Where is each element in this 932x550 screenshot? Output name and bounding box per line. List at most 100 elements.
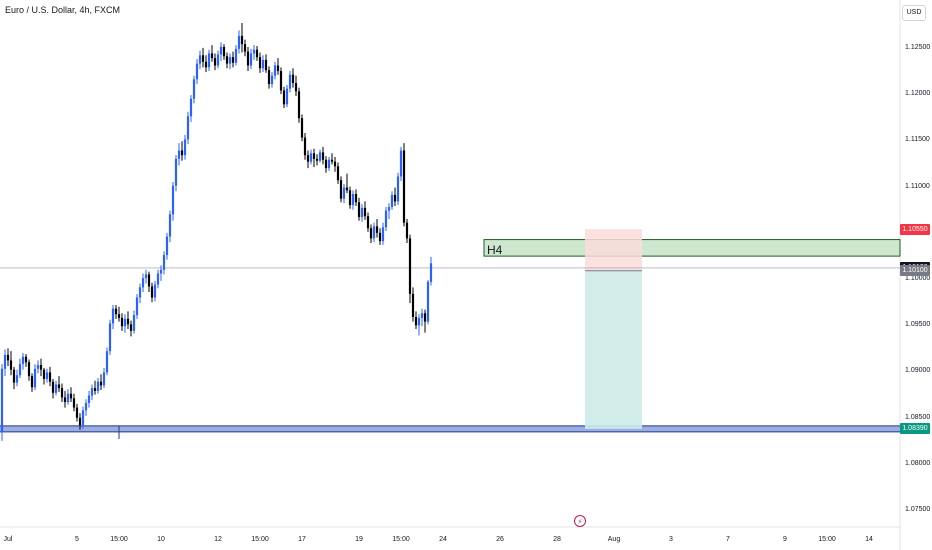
candle-body bbox=[333, 161, 337, 167]
candle-body bbox=[150, 286, 154, 298]
candle-body bbox=[390, 194, 394, 207]
target-price-tag: 1.08390 bbox=[900, 423, 930, 435]
candle-body bbox=[9, 360, 13, 370]
candle-body bbox=[309, 153, 313, 162]
candle-body bbox=[345, 187, 349, 191]
candle-body bbox=[243, 44, 247, 52]
candle-body bbox=[285, 88, 289, 105]
candle-body bbox=[108, 323, 112, 352]
candle-body bbox=[228, 57, 232, 64]
time-tick-label: 12 bbox=[214, 536, 222, 543]
candle-body bbox=[393, 194, 397, 202]
candle-body bbox=[315, 158, 319, 161]
candle-body bbox=[81, 410, 85, 426]
candle-body bbox=[219, 46, 223, 55]
candle-body bbox=[366, 216, 370, 229]
currency-button[interactable]: USD bbox=[902, 5, 926, 21]
candle-body bbox=[255, 49, 259, 58]
candle-body bbox=[51, 381, 55, 393]
price-tick-label: 1.12000 bbox=[905, 90, 931, 98]
stop-loss-zone[interactable] bbox=[585, 229, 642, 271]
candle-body bbox=[87, 395, 91, 403]
candle-body bbox=[165, 236, 169, 256]
time-tick-label: 5 bbox=[75, 536, 79, 543]
candle-body bbox=[267, 70, 271, 84]
candle-body bbox=[126, 318, 130, 325]
candle-body bbox=[135, 297, 139, 316]
candle-body bbox=[63, 397, 67, 403]
candle-body bbox=[387, 206, 391, 211]
candle-body bbox=[78, 417, 82, 426]
candle-body bbox=[75, 407, 79, 418]
candle-body bbox=[102, 372, 106, 386]
candle-body bbox=[207, 53, 211, 68]
candle-body bbox=[384, 210, 388, 228]
candle-body bbox=[45, 372, 49, 379]
support-band[interactable] bbox=[0, 425, 900, 432]
candle-body bbox=[162, 255, 166, 270]
candle-body bbox=[411, 293, 415, 317]
candle-body bbox=[369, 228, 373, 239]
price-tick-label: 1.08000 bbox=[905, 459, 931, 467]
candle-body bbox=[306, 155, 310, 162]
candle-body bbox=[294, 83, 298, 92]
candle-body bbox=[174, 158, 178, 186]
candle-body bbox=[240, 35, 244, 45]
candle-body bbox=[93, 388, 97, 391]
candle-body bbox=[234, 48, 238, 63]
time-tick-label: 15:00 bbox=[392, 536, 410, 543]
candle-body bbox=[123, 318, 127, 327]
candle-body bbox=[204, 61, 208, 68]
candle-body bbox=[252, 49, 256, 54]
flash-icon[interactable] bbox=[574, 515, 586, 527]
candle-body bbox=[375, 226, 379, 233]
candle-body bbox=[417, 317, 421, 326]
candle-body bbox=[378, 232, 382, 242]
time-tick-label: 7 bbox=[726, 536, 730, 543]
candle-body bbox=[363, 207, 367, 217]
candle-body bbox=[279, 71, 283, 91]
candle-body bbox=[183, 139, 187, 156]
candle-body bbox=[66, 393, 70, 403]
candle-body bbox=[276, 65, 280, 72]
h4-demand-zone[interactable] bbox=[483, 239, 901, 257]
candle-body bbox=[24, 356, 28, 363]
drawing-layer[interactable] bbox=[0, 229, 901, 440]
candle-body bbox=[141, 278, 145, 288]
candle-body bbox=[111, 308, 115, 324]
candle-body bbox=[3, 354, 7, 369]
time-tick-label: Aug bbox=[607, 536, 621, 543]
candle-body bbox=[330, 159, 334, 162]
time-tick-label: 14 bbox=[865, 536, 873, 543]
candle-body bbox=[84, 402, 88, 411]
time-tick-label: 10 bbox=[157, 536, 165, 543]
candle-body bbox=[36, 365, 40, 369]
candle-body bbox=[213, 58, 217, 66]
candle-body bbox=[192, 79, 196, 99]
candle-body bbox=[261, 59, 265, 69]
candle-body bbox=[30, 376, 34, 388]
candle-body bbox=[282, 90, 286, 105]
take-profit-zone[interactable] bbox=[585, 270, 642, 429]
candle-body bbox=[321, 152, 325, 160]
symbol-title[interactable]: Euro / U.S. Dollar, 4h, FXCM bbox=[5, 5, 121, 15]
candle-body bbox=[171, 185, 175, 215]
time-tick-label: 24 bbox=[439, 536, 447, 543]
candle-body bbox=[18, 364, 22, 376]
candle-body bbox=[117, 314, 121, 318]
candle-body bbox=[372, 226, 376, 239]
time-tick-label: Jul bbox=[3, 536, 13, 543]
candle-body bbox=[327, 159, 331, 169]
candle-body bbox=[408, 238, 412, 294]
candle-body bbox=[357, 202, 361, 218]
candle-body bbox=[195, 63, 199, 80]
candle-body bbox=[324, 159, 328, 169]
candle-body bbox=[342, 187, 346, 199]
candle-body bbox=[21, 356, 25, 365]
candle-body bbox=[423, 313, 427, 322]
candle-body bbox=[246, 51, 250, 66]
candle-body bbox=[354, 193, 358, 203]
candle-body bbox=[381, 227, 385, 242]
time-tick-label: 17 bbox=[298, 536, 306, 543]
